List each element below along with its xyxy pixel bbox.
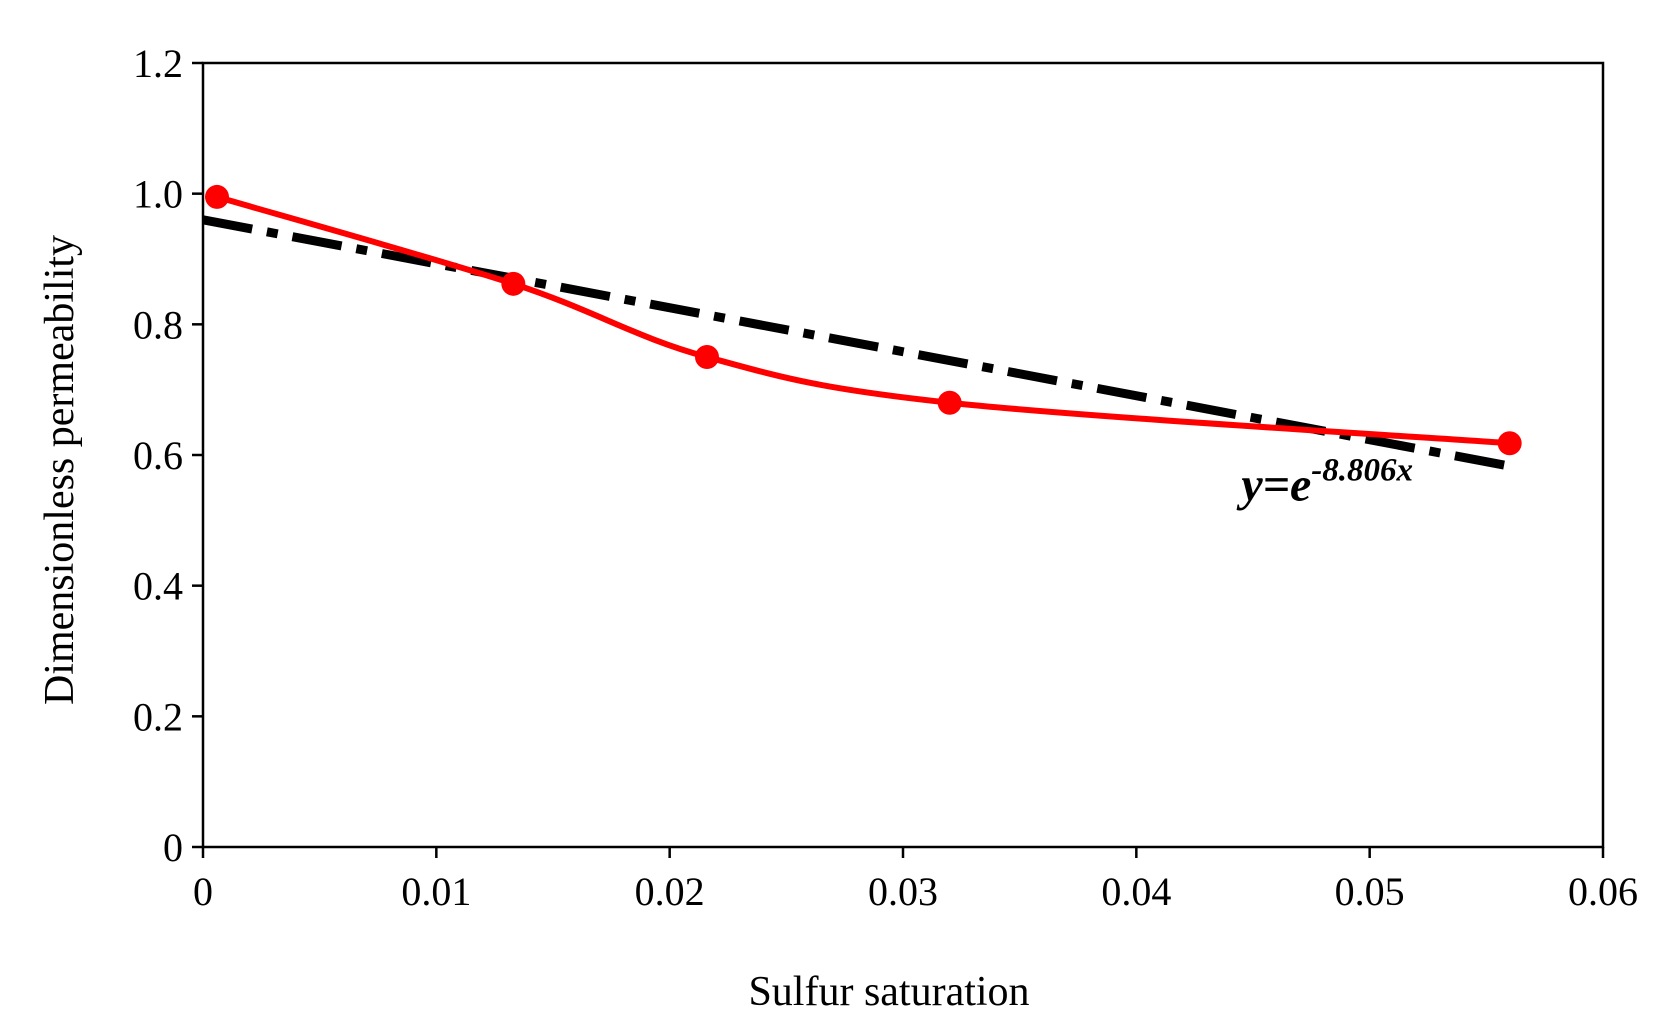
x-tick-label: 0.03 bbox=[868, 869, 938, 914]
y-tick-label: 0.8 bbox=[133, 302, 183, 347]
x-tick-label: 0.02 bbox=[635, 869, 705, 914]
y-tick-label: 1.0 bbox=[133, 172, 183, 217]
x-tick-label: 0 bbox=[193, 869, 213, 914]
y-axis-label: Dimensionless permeability bbox=[37, 235, 83, 705]
y-tick-label: 0 bbox=[163, 825, 183, 870]
y-tick-label: 1.2 bbox=[133, 41, 183, 86]
x-tick-label: 0.05 bbox=[1335, 869, 1405, 914]
x-axis: 0 0.01 0.02 0.03 0.04 0.05 0.06 bbox=[193, 847, 1638, 914]
series-layer bbox=[202, 184, 1522, 471]
data-point bbox=[205, 184, 229, 209]
data-point bbox=[1497, 431, 1522, 456]
fit-equation-exponent: -8.806x bbox=[1311, 453, 1413, 489]
data-point bbox=[937, 390, 962, 415]
data-point bbox=[501, 271, 526, 296]
x-axis-label: Sulfur saturation bbox=[748, 969, 1029, 1015]
fit-line bbox=[202, 215, 1511, 471]
measured-line bbox=[216, 194, 1510, 447]
x-tick-label: 0.04 bbox=[1101, 869, 1171, 914]
y-axis: 0 0.2 0.4 0.6 0.8 1.0 1.2 bbox=[133, 41, 203, 870]
x-tick-label: 0.06 bbox=[1568, 869, 1638, 914]
y-tick-label: 0.4 bbox=[133, 564, 183, 609]
plot-area bbox=[201, 61, 1605, 849]
x-tick-label: 0.01 bbox=[401, 869, 471, 914]
data-point bbox=[695, 345, 719, 369]
fit-equation-base: y=e bbox=[1236, 459, 1311, 512]
y-tick-label: 0.6 bbox=[133, 433, 183, 478]
y-tick-label: 0.2 bbox=[133, 694, 183, 739]
fit-equation-annotation: y=e-8.806x bbox=[1236, 453, 1413, 512]
